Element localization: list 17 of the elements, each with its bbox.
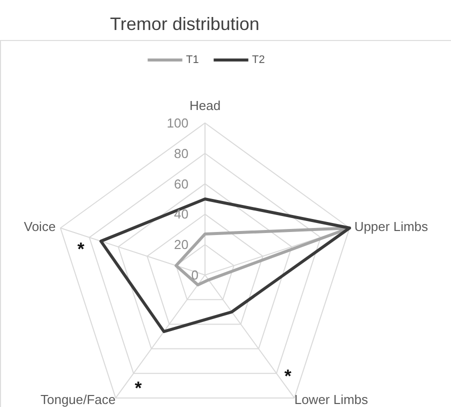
y-tick-label: 20: [174, 237, 188, 252]
chart-title: Tremor distribution: [110, 14, 260, 34]
y-tick-label: 60: [174, 176, 188, 192]
text: *: [77, 239, 84, 260]
legend-label: T2: [252, 54, 265, 66]
spoke-label: Tongue/Face: [40, 392, 116, 407]
text: *: [134, 378, 142, 398]
y-tick-label: 80: [174, 146, 188, 161]
spoke-label: Upper Limbs: [354, 219, 429, 234]
spoke-label: Head: [189, 98, 221, 113]
text: *: [284, 366, 292, 386]
spoke-label: Voice: [24, 219, 56, 234]
y-tick-label: 0: [191, 268, 198, 282]
y-tick-label: 100: [166, 116, 188, 130]
spoke-label: Lower Limbs: [294, 392, 369, 407]
legend-label: T1: [186, 54, 199, 66]
y-tick-label: 40: [174, 206, 188, 222]
